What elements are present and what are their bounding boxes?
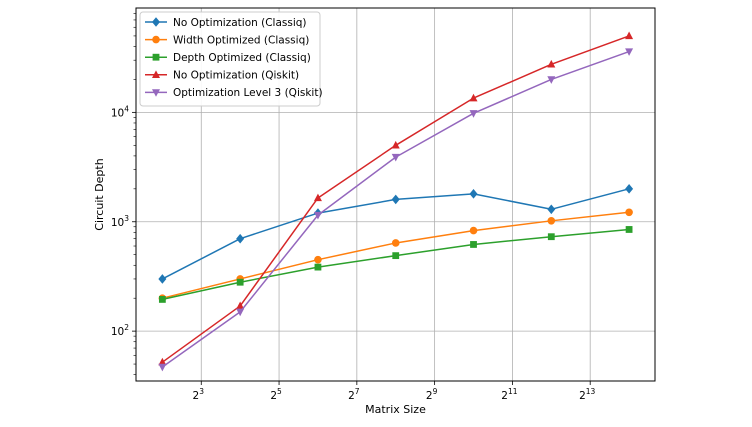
plot-area-frame bbox=[135, 7, 656, 382]
series-1 bbox=[158, 184, 634, 284]
series-3 bbox=[158, 226, 633, 303]
x-tick-label: 27 bbox=[348, 387, 360, 402]
data-point-circle bbox=[625, 208, 633, 217]
x-tick-label: 29 bbox=[426, 387, 438, 402]
data-point-triangle-down bbox=[158, 363, 167, 372]
legend: No Optimization (Classiq) Width Optimized… bbox=[139, 11, 323, 107]
legend-label: Optimization Level 3 (Qiskit) bbox=[173, 87, 323, 99]
data-point-square bbox=[625, 226, 633, 233]
data-point-square bbox=[158, 296, 166, 303]
x-tick-label: 211 bbox=[501, 387, 517, 402]
data-point-triangle-up bbox=[313, 193, 322, 202]
data-point-triangle-down bbox=[313, 211, 322, 220]
legend-label: No Optimization (Qiskit) bbox=[173, 70, 299, 82]
legend-label: Depth Optimized (Classiq) bbox=[173, 52, 311, 64]
data-point-triangle-down bbox=[236, 308, 245, 317]
x-tick-label: 23 bbox=[193, 387, 205, 402]
data-point-triangle-up bbox=[158, 357, 167, 366]
legend-entry: No Optimization (Qiskit) bbox=[145, 70, 299, 82]
data-point-diamond bbox=[391, 194, 400, 205]
data-point-circle bbox=[469, 226, 478, 235]
data-point-square bbox=[392, 252, 400, 260]
legend-entry: Optimization Level 3 (Qiskit) bbox=[145, 87, 323, 99]
legend-label: Width Optimized (Classiq) bbox=[173, 34, 309, 46]
legend-entry: Width Optimized (Classiq) bbox=[145, 34, 309, 46]
data-point-triangle-down bbox=[625, 48, 634, 56]
y-tick-label: 103 bbox=[111, 214, 129, 229]
data-point-triangle-down bbox=[547, 76, 556, 84]
data-point-triangle-up bbox=[625, 31, 634, 40]
data-point-circle bbox=[547, 217, 556, 225]
data-point-diamond bbox=[158, 274, 167, 284]
data-point-triangle-up bbox=[391, 140, 400, 149]
y-tick-label: 104 bbox=[111, 104, 129, 119]
y-tick-label: 102 bbox=[111, 323, 129, 338]
data-point-diamond bbox=[152, 17, 160, 27]
y-axis-title: Circuit Depth bbox=[93, 158, 106, 230]
data-point-square bbox=[314, 263, 322, 271]
data-point-diamond bbox=[469, 189, 478, 199]
x-tick-label: 25 bbox=[270, 387, 282, 402]
legend-entry: No Optimization (Classiq) bbox=[145, 17, 307, 29]
series-4 bbox=[158, 31, 634, 366]
data-point-triangle-up bbox=[469, 93, 478, 102]
data-point-diamond bbox=[547, 204, 556, 215]
x-axis-title: Matrix Size bbox=[365, 403, 426, 416]
data-point-triangle-up bbox=[152, 70, 160, 78]
data-point-triangle-down bbox=[152, 89, 160, 97]
data-point-circle bbox=[391, 239, 400, 247]
axis-ticks: 23 25 27 29 211 213 102 103 104 bbox=[111, 13, 596, 402]
data-point-triangle-up bbox=[236, 301, 245, 310]
data-point-circle bbox=[314, 255, 322, 264]
legend-label: No Optimization (Classiq) bbox=[173, 17, 307, 29]
data-point-triangle-down bbox=[469, 110, 478, 118]
data-point-diamond bbox=[625, 184, 634, 194]
data-point-square bbox=[152, 53, 160, 61]
legend-frame bbox=[139, 11, 321, 107]
data-point-diamond bbox=[236, 233, 245, 244]
data-point-circle bbox=[152, 35, 160, 44]
data-point-square bbox=[470, 241, 477, 248]
series-5 bbox=[158, 48, 634, 372]
legend-entry: Depth Optimized (Classiq) bbox=[145, 52, 311, 64]
data-point-square bbox=[547, 233, 555, 241]
data-point-triangle-up bbox=[547, 59, 556, 68]
series-lines bbox=[158, 31, 634, 372]
data-point-square bbox=[236, 278, 244, 286]
x-tick-label: 213 bbox=[579, 387, 595, 402]
data-point-triangle-down bbox=[391, 153, 400, 162]
